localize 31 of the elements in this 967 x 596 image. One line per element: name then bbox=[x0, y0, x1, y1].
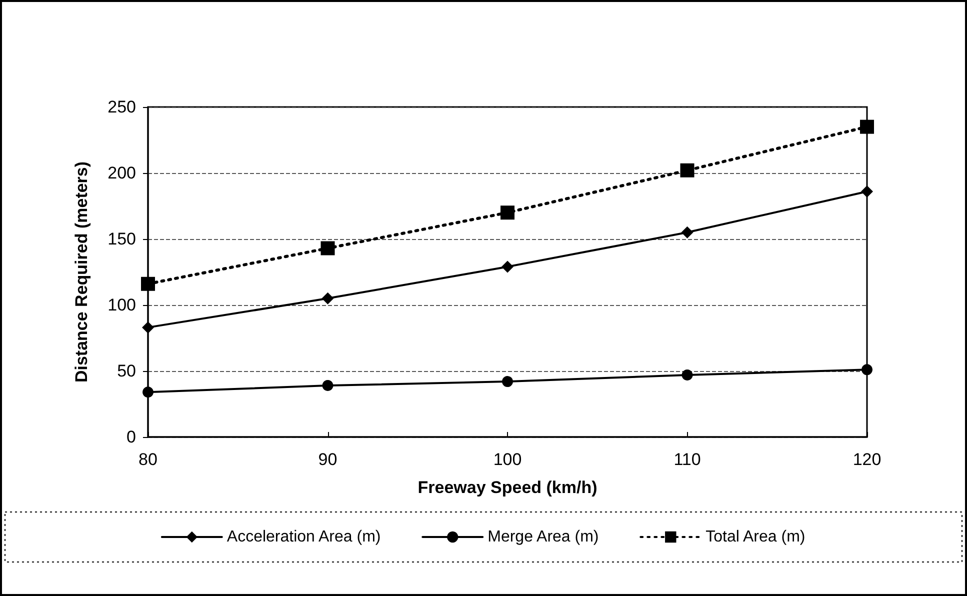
x-tick-label: 90 bbox=[318, 450, 338, 469]
x-tick-label: 120 bbox=[852, 450, 882, 469]
x-axis-title: Freeway Speed (km/h) bbox=[418, 478, 598, 497]
point bbox=[142, 321, 154, 334]
point bbox=[322, 380, 334, 392]
point bbox=[141, 276, 155, 291]
point bbox=[680, 163, 694, 178]
point bbox=[862, 364, 872, 376]
point bbox=[500, 206, 514, 220]
legend-label: Total Area (m) bbox=[706, 528, 806, 546]
y-tick-label: 50 bbox=[117, 362, 136, 380]
point bbox=[682, 369, 693, 380]
point bbox=[860, 120, 874, 134]
y-axis-title: Distance Required (meters) bbox=[72, 161, 91, 383]
y-tick-label: 250 bbox=[108, 98, 136, 116]
y-tick-label: 0 bbox=[126, 428, 136, 446]
point bbox=[322, 292, 334, 304]
point bbox=[502, 376, 513, 388]
legend-label: Acceleration Area (m) bbox=[226, 528, 381, 546]
y-tick-label: 200 bbox=[108, 164, 136, 182]
y-tick-label: 150 bbox=[108, 230, 136, 248]
point bbox=[502, 260, 514, 273]
point bbox=[861, 185, 873, 198]
legend-label: Merge Area (m) bbox=[488, 528, 599, 546]
x-tick-label: 110 bbox=[674, 450, 701, 469]
x-tick-label: 100 bbox=[493, 450, 522, 469]
point bbox=[320, 241, 335, 256]
y-tick-label: 100 bbox=[108, 296, 136, 314]
x-tick-label: 80 bbox=[138, 450, 158, 469]
point bbox=[681, 226, 694, 238]
point bbox=[142, 386, 154, 398]
